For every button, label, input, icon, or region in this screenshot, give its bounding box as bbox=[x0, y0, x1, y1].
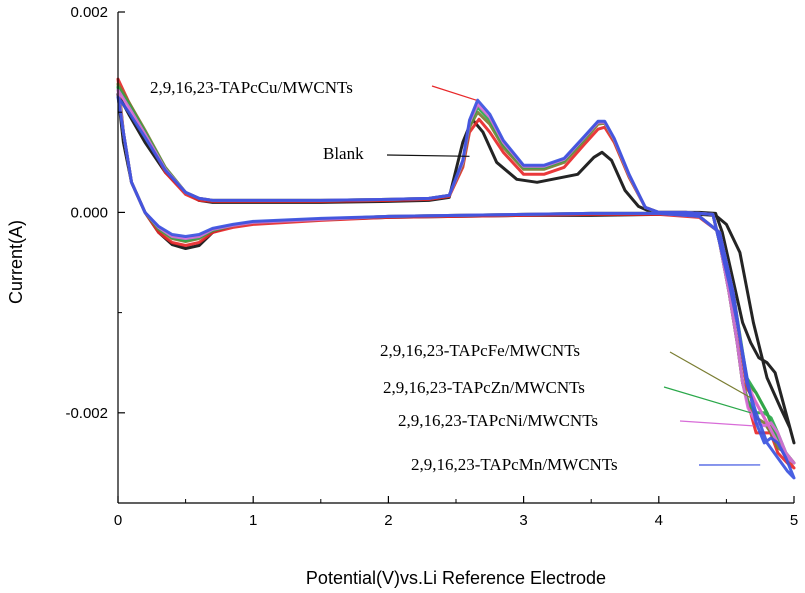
annotation-leader-cu bbox=[431, 85, 477, 101]
series-line-ni bbox=[116, 88, 796, 465]
annotation-label-ni: 2,9,16,23-TAPcNi/MWCNTs bbox=[398, 411, 598, 430]
annotation-leader-ni bbox=[679, 420, 754, 427]
x-tick-label: 1 bbox=[249, 512, 257, 529]
y-tick-label: 0.000 bbox=[70, 204, 108, 221]
series-layer bbox=[116, 77, 796, 480]
annotation-label-zn: 2,9,16,23-TAPcZn/MWCNTs bbox=[383, 378, 585, 397]
annotation-label-fe: 2,9,16,23-TAPcFe/MWCNTs bbox=[380, 341, 580, 360]
x-tick-label: 2 bbox=[384, 512, 392, 529]
x-tick-label: 4 bbox=[655, 512, 663, 529]
annotation-label-cu: 2,9,16,23-TAPcCu/MWCNTs bbox=[150, 78, 353, 97]
series-line-cu bbox=[116, 77, 796, 470]
y-tick-label: 0.002 bbox=[70, 4, 108, 21]
x-tick-label: 5 bbox=[790, 512, 798, 529]
series-line-zn bbox=[116, 85, 796, 465]
x-tick-label: 3 bbox=[519, 512, 527, 529]
series-line-fe bbox=[116, 82, 796, 465]
annotation-label-blank: Blank bbox=[323, 144, 364, 163]
annotation-leader-fe bbox=[669, 351, 752, 399]
series-line-mn bbox=[116, 95, 796, 480]
axes-layer: 0 1 2 3 4 5 0.002 0.000 -0.002 bbox=[65, 4, 798, 529]
y-tick-label: -0.002 bbox=[65, 405, 108, 422]
annotation-leader-blank bbox=[386, 154, 470, 157]
y-axis-label: Current(A) bbox=[6, 220, 26, 304]
annotations-layer: 2,9,16,23-TAPcCu/MWCNTs Blank 2,9,16,23-TA… bbox=[150, 78, 761, 474]
annotation-label-mn: 2,9,16,23-TAPcMn/MWCNTs bbox=[411, 455, 618, 474]
annotation-leader-zn bbox=[663, 386, 751, 414]
x-tick-label: 0 bbox=[114, 512, 122, 529]
x-axis-label: Potential(V)vs.Li Reference Electrode bbox=[306, 568, 606, 588]
